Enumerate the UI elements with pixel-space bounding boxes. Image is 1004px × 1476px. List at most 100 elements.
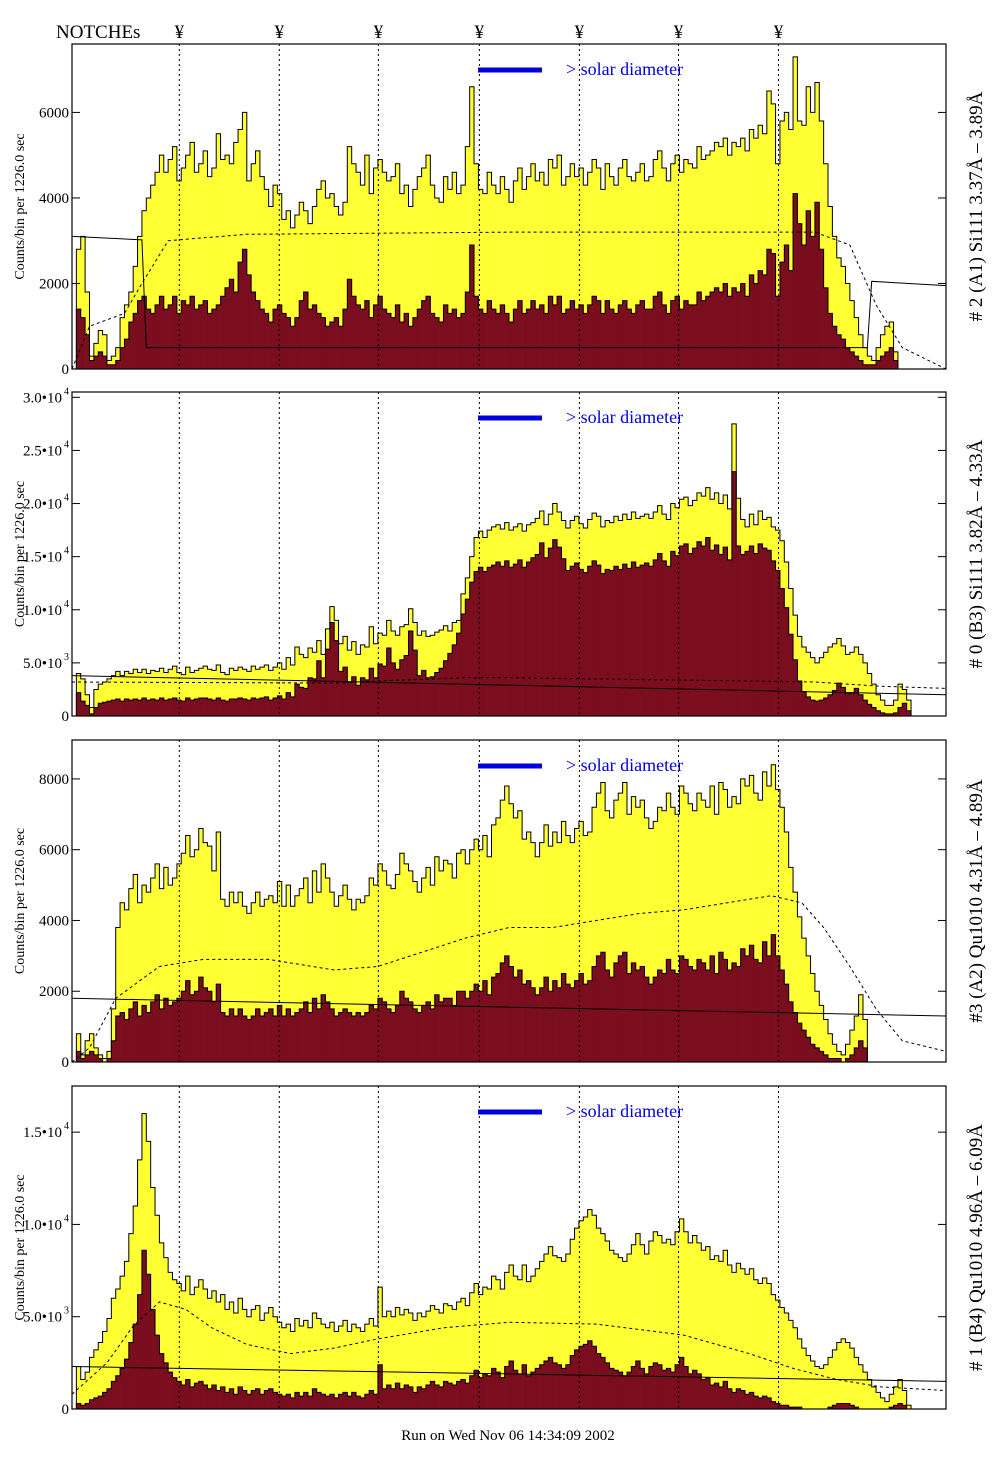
histogram-bar — [635, 1233, 641, 1409]
histogram-bar — [238, 1386, 243, 1409]
notch-symbol: ¥ — [575, 22, 585, 43]
histogram-bar — [522, 1265, 527, 1409]
histogram-bar — [841, 1338, 846, 1409]
histogram-bar — [102, 334, 108, 369]
y-axis-label: Counts/bin per 1226.0 sec — [13, 828, 28, 974]
histogram-bar — [613, 313, 619, 369]
histogram-bar — [482, 571, 488, 716]
histogram-bar — [425, 1001, 431, 1062]
histogram-bar — [128, 321, 134, 369]
histogram-bar — [203, 300, 208, 369]
histogram-bar — [849, 351, 855, 369]
histogram-bar — [443, 860, 449, 1062]
histogram-bar — [98, 1396, 103, 1409]
histogram-bar — [526, 176, 532, 369]
histogram-bar — [819, 1368, 824, 1409]
histogram-bar — [364, 1324, 370, 1409]
histogram-bar — [635, 807, 641, 1062]
histogram-bar — [653, 1362, 658, 1409]
histogram-bar — [718, 292, 724, 369]
histogram-bar — [181, 1385, 186, 1409]
histogram-bar — [211, 670, 217, 716]
histogram-bar — [644, 1373, 650, 1409]
histogram-bar — [648, 176, 654, 369]
histogram-bar — [447, 313, 453, 369]
histogram-outline — [72, 764, 946, 1062]
histogram-bar — [862, 700, 868, 716]
histogram-bar — [264, 189, 269, 369]
histogram-bar — [806, 1037, 811, 1062]
histogram-bar — [705, 1377, 711, 1409]
histogram-bar — [810, 973, 816, 1062]
histogram-bar — [207, 1388, 213, 1409]
histogram-bar — [535, 309, 540, 369]
histogram-bar — [548, 1357, 553, 1409]
histogram-bar — [876, 1392, 881, 1409]
histogram-bar — [736, 146, 741, 369]
histogram-bar — [482, 835, 488, 1062]
histogram-bar — [661, 1242, 667, 1409]
histogram-bar — [364, 1012, 370, 1062]
histogram-bar — [465, 1383, 470, 1409]
histogram-bar — [509, 567, 514, 716]
histogram-bar — [172, 296, 178, 369]
histogram-bar — [836, 683, 842, 716]
histogram-bar — [841, 687, 846, 716]
histogram-bar — [299, 888, 304, 1062]
histogram-bar — [211, 309, 217, 369]
histogram-bar — [408, 631, 414, 716]
histogram-bar — [858, 360, 864, 369]
histogram-bar — [889, 1407, 894, 1409]
histogram-bar — [574, 828, 580, 1062]
histogram-bar — [159, 155, 165, 369]
histogram-bar — [570, 1355, 575, 1409]
histogram-bar — [854, 317, 859, 369]
histogram-bar — [391, 1388, 396, 1409]
histogram-bar — [172, 878, 178, 1062]
histogram-bar — [592, 966, 597, 1062]
histogram-bar — [574, 563, 580, 716]
histogram-bar — [565, 176, 571, 369]
histogram-bar — [679, 1218, 685, 1409]
histogram-bar — [146, 1012, 151, 1062]
histogram-bar — [784, 1405, 789, 1409]
histogram-bar — [216, 133, 221, 369]
histogram-bar — [819, 1051, 824, 1062]
histogram-bar — [369, 668, 374, 716]
histogram-bar — [408, 206, 414, 369]
histogram-bar — [465, 146, 470, 369]
histogram-bar — [382, 1001, 387, 1062]
histogram-bar — [133, 1001, 138, 1062]
histogram-bar — [342, 309, 348, 369]
solar-diameter-label: > solar diameter — [566, 407, 683, 427]
histogram-bar — [307, 309, 313, 369]
panel-range-label: # 0 (B3) Si111 3.82Å – 4.33Å — [966, 439, 987, 668]
histogram-bar — [203, 697, 208, 716]
histogram-bar — [203, 1385, 208, 1409]
histogram-bar — [238, 1008, 243, 1062]
histogram-bar — [535, 856, 540, 1062]
histogram-bar — [845, 1403, 851, 1409]
y-tick-label: 3.0•10 — [23, 390, 62, 406]
histogram-bar — [613, 566, 619, 716]
histogram-bar — [229, 1388, 234, 1409]
histogram-bar — [828, 694, 833, 716]
histogram-bar — [670, 1244, 676, 1409]
histogram-bar — [85, 1372, 90, 1409]
histogram-bar — [631, 561, 637, 716]
histogram-bar — [456, 193, 462, 369]
histogram-bar — [500, 1377, 505, 1409]
histogram-bar — [635, 304, 641, 369]
histogram-bar — [111, 700, 116, 716]
histogram-bar — [666, 180, 671, 369]
filtered-counts-series — [72, 193, 946, 369]
histogram-bar — [286, 885, 291, 1062]
histogram-bar — [762, 941, 768, 1062]
histogram-bar — [133, 1324, 138, 1409]
histogram-bar — [727, 296, 733, 369]
histogram-bar — [120, 1368, 125, 1409]
histogram-bar — [509, 321, 514, 369]
histogram-bar — [155, 1215, 160, 1409]
histogram-bar — [137, 1016, 143, 1062]
histogram-bar — [744, 786, 750, 1062]
